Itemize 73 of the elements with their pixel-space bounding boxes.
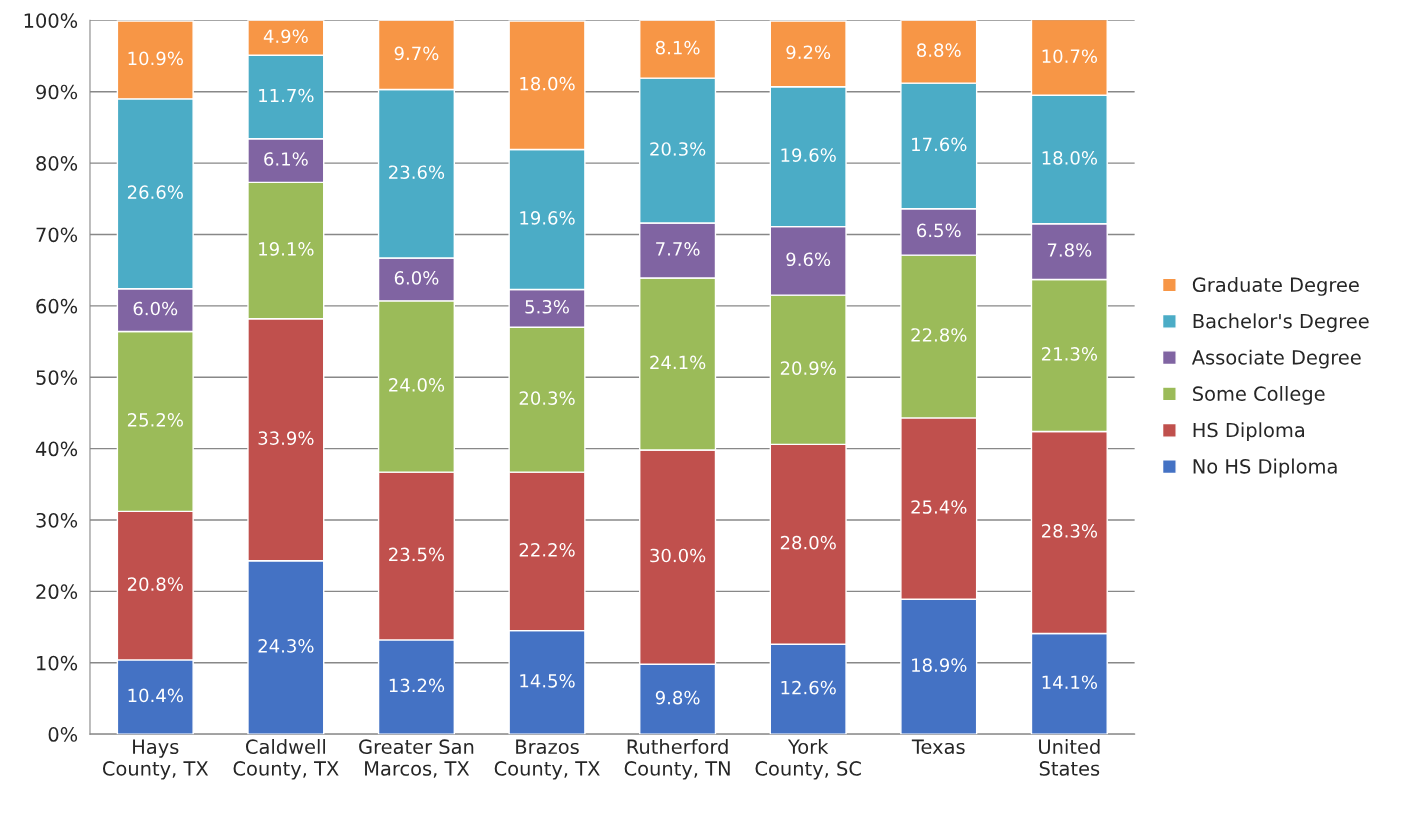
legend-label: Bachelor's Degree [1193,313,1369,333]
x-tick-label: York County, SC [755,739,861,780]
data-label: 14.1% [1042,675,1098,690]
data-label: 6.0% [394,271,439,285]
data-label: 14.5% [520,673,575,688]
x-tick-label: United States [1039,739,1100,776]
legend-label: Associate Degree [1191,349,1361,369]
data-label: 10.4% [128,688,183,703]
data-label: 26.6% [127,185,183,200]
data-label: 20.9% [780,361,836,375]
data-label: 6.1% [264,152,308,166]
data-label: 20.3% [650,142,706,156]
data-label: 22.2% [519,542,575,557]
y-tick-label: 30% [36,512,78,528]
data-label: 9.2% [786,45,831,60]
x-tick-label: Hays County, TX [102,739,209,780]
y-tick-label: 0% [48,727,78,742]
data-label: 5.3% [525,299,569,314]
data-label: 24.3% [258,638,314,653]
data-label: 18.0% [520,76,575,91]
data-label: 17.6% [912,137,967,152]
data-label: 9.6% [786,252,831,267]
data-label: 12.6% [781,680,836,695]
y-tick-label: 90% [36,84,78,100]
y-tick-label: 40% [35,441,78,457]
data-label: 10.9% [128,51,183,66]
data-label: 6.0% [133,301,178,316]
data-label: 19.6% [520,211,575,225]
y-tick-label: 60% [36,298,78,314]
data-label: 20.3% [519,391,575,405]
data-label: 30.0% [650,548,706,563]
y-tick-label: 20% [36,584,78,600]
data-label: 19.6% [781,148,836,162]
data-label: 13.2% [389,678,445,693]
data-label: 9.7% [394,46,439,61]
data-label: 9.8% [655,690,700,705]
y-tick-label: 10% [37,655,78,671]
legend-label: HS Diploma [1193,422,1305,442]
x-tick-label: Texas [911,739,965,755]
data-label: 8.1% [655,40,700,55]
data-label: 24.1% [650,355,706,370]
data-label: 8.8% [917,43,961,57]
y-tick-label: 50% [36,370,78,385]
data-label: 4.9% [263,29,308,44]
data-label: 23.6% [389,165,445,180]
data-label: 28.0% [780,535,836,550]
data-label: 28.3% [1042,524,1098,538]
data-label: 11.7% [259,88,314,103]
data-label: 21.3% [1042,347,1098,361]
data-label: 6.5% [917,223,961,238]
x-tick-label: Brazos County, TX [494,739,600,780]
data-label: 33.9% [258,431,314,445]
data-label: 20.8% [127,577,183,591]
data-label: 22.8% [911,328,967,342]
x-tick-label: Greater San Marcos, TX [359,739,474,778]
legend-label: Some College [1193,385,1325,405]
data-label: 18.9% [912,658,967,672]
data-label: 25.4% [911,500,967,514]
data-label: 19.1% [259,242,314,256]
y-tick-label: 100% [24,13,78,28]
data-label: 23.5% [389,547,445,562]
data-label: 10.7% [1042,49,1098,64]
x-tick-label: Rutherford County, TN [624,739,730,780]
y-tick-label: 80% [36,156,78,171]
x-tick-label: Caldwell County, TX [233,739,339,780]
y-tick-label: 70% [36,227,78,243]
legend-label: Graduate Degree [1192,277,1359,296]
data-label: 7.7% [656,242,700,256]
data-label: 25.2% [127,413,183,427]
data-label: 24.0% [389,378,445,392]
data-label: 18.0% [1042,151,1098,165]
legend-label: No HS Diploma [1193,458,1337,478]
data-label: 7.8% [1047,243,1092,257]
